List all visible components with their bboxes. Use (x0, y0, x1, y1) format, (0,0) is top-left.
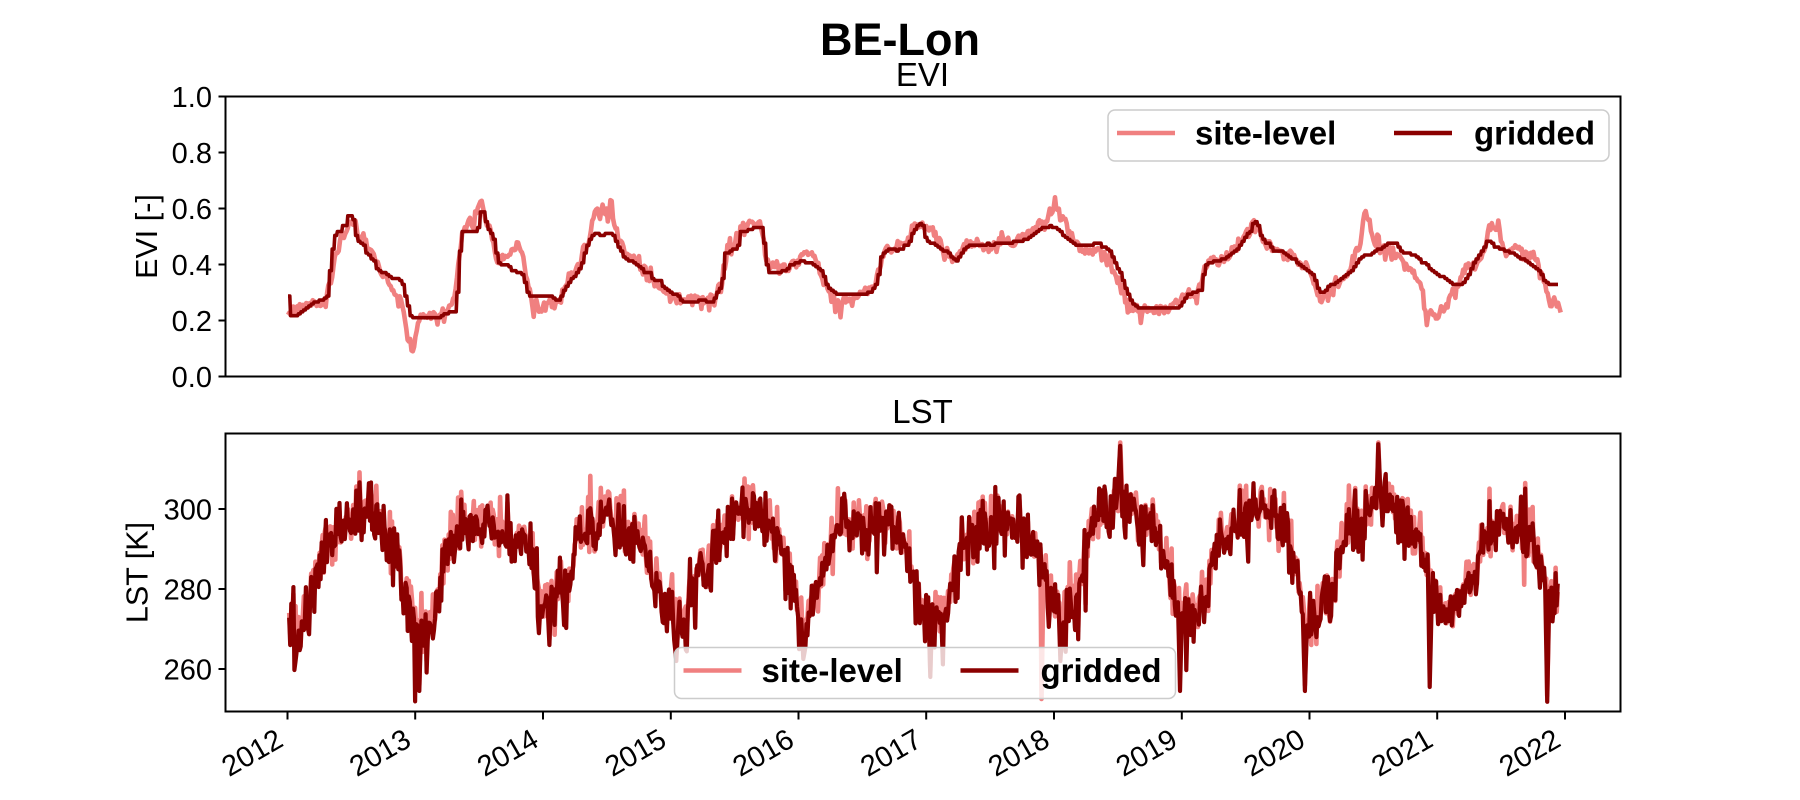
svg-text:EVI: EVI (896, 56, 949, 93)
svg-text:0.4: 0.4 (172, 250, 212, 282)
svg-text:300: 300 (164, 495, 212, 527)
svg-text:0.8: 0.8 (172, 138, 212, 170)
svg-text:1.0: 1.0 (172, 82, 212, 114)
svg-text:site-level: site-level (762, 652, 903, 689)
svg-text:0.2: 0.2 (172, 306, 212, 338)
svg-text:0.0: 0.0 (172, 362, 212, 394)
svg-text:0.6: 0.6 (172, 194, 212, 226)
svg-text:gridded: gridded (1041, 652, 1162, 689)
svg-text:260: 260 (164, 655, 212, 687)
svg-text:BE-Lon: BE-Lon (820, 14, 980, 65)
svg-text:site-level: site-level (1195, 115, 1336, 152)
svg-text:LST: LST (892, 393, 953, 430)
svg-text:LST [K]: LST [K] (121, 522, 155, 623)
svg-text:EVI [-]: EVI [-] (130, 194, 164, 279)
svg-text:gridded: gridded (1474, 115, 1595, 152)
svg-text:280: 280 (164, 575, 212, 607)
